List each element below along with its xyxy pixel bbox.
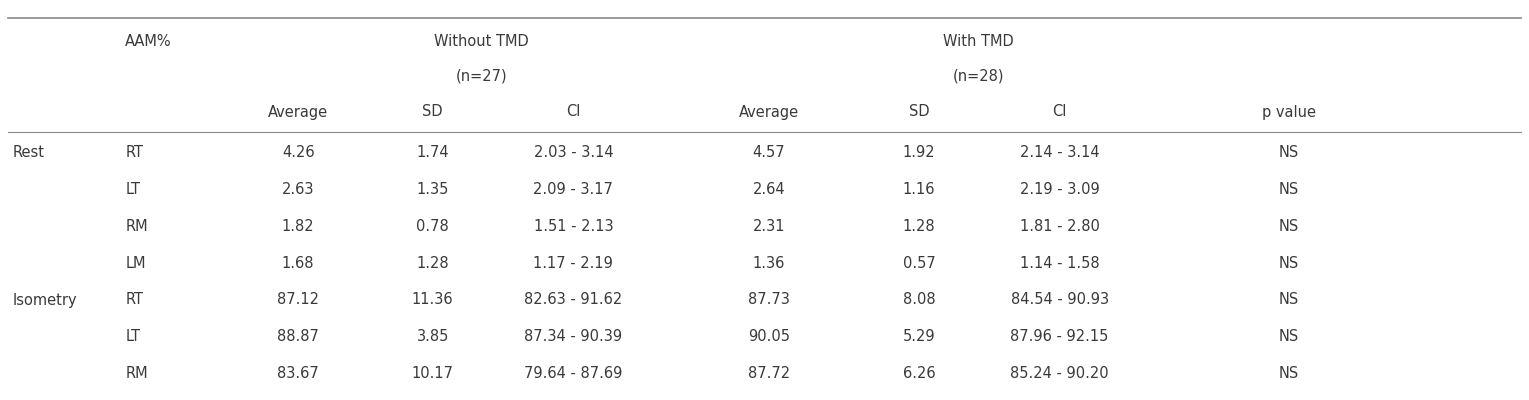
Text: 1.82: 1.82 [281,219,315,234]
Text: 1.14 - 1.58: 1.14 - 1.58 [1020,256,1099,271]
Text: p value: p value [1261,104,1316,120]
Text: Average: Average [268,104,329,120]
Text: 2.09 - 3.17: 2.09 - 3.17 [534,182,613,197]
Text: With TMD: With TMD [943,34,1014,50]
Text: NS: NS [1278,182,1300,197]
Text: 90.05: 90.05 [748,329,790,344]
Text: 84.54 - 90.93: 84.54 - 90.93 [1011,292,1109,308]
Text: 4.26: 4.26 [281,145,315,160]
Text: 10.17: 10.17 [411,366,454,381]
Text: CI: CI [566,104,581,120]
Text: 85.24 - 90.20: 85.24 - 90.20 [1011,366,1109,381]
Text: RT: RT [125,292,144,308]
Text: 5.29: 5.29 [902,329,936,344]
Text: Isometry: Isometry [12,292,76,308]
Text: 87.72: 87.72 [748,366,790,381]
Text: SD: SD [908,104,930,120]
Text: 2.03 - 3.14: 2.03 - 3.14 [534,145,613,160]
Text: Without TMD: Without TMD [434,34,529,50]
Text: 6.26: 6.26 [902,366,936,381]
Text: SD: SD [422,104,443,120]
Text: 87.73: 87.73 [748,292,790,308]
Text: 1.35: 1.35 [416,182,450,197]
Text: AAM%: AAM% [125,34,171,50]
Text: (n=27): (n=27) [456,68,508,84]
Text: 2.63: 2.63 [281,182,315,197]
Text: NS: NS [1278,366,1300,381]
Text: 2.14 - 3.14: 2.14 - 3.14 [1020,145,1099,160]
Text: NS: NS [1278,329,1300,344]
Text: 82.63 - 91.62: 82.63 - 91.62 [524,292,622,308]
Text: 2.31: 2.31 [752,219,786,234]
Text: 1.74: 1.74 [416,145,450,160]
Text: 2.64: 2.64 [752,182,786,197]
Text: LM: LM [125,256,145,271]
Text: 1.68: 1.68 [281,256,315,271]
Text: 1.81 - 2.80: 1.81 - 2.80 [1020,219,1099,234]
Text: RT: RT [125,145,144,160]
Text: 87.12: 87.12 [277,292,320,308]
Text: 83.67: 83.67 [277,366,320,381]
Text: 1.92: 1.92 [902,145,936,160]
Text: 3.85: 3.85 [416,329,450,344]
Text: 4.57: 4.57 [752,145,786,160]
Text: 2.19 - 3.09: 2.19 - 3.09 [1020,182,1099,197]
Text: 1.51 - 2.13: 1.51 - 2.13 [534,219,613,234]
Text: 1.28: 1.28 [416,256,450,271]
Text: 87.34 - 90.39: 87.34 - 90.39 [524,329,622,344]
Text: NS: NS [1278,256,1300,271]
Text: 8.08: 8.08 [902,292,936,308]
Text: Rest: Rest [12,145,44,160]
Text: 1.17 - 2.19: 1.17 - 2.19 [534,256,613,271]
Text: 1.28: 1.28 [902,219,936,234]
Text: (n=28): (n=28) [953,68,1005,84]
Text: NS: NS [1278,145,1300,160]
Text: NS: NS [1278,292,1300,308]
Text: 79.64 - 87.69: 79.64 - 87.69 [524,366,622,381]
Text: RM: RM [125,366,148,381]
Text: RM: RM [125,219,148,234]
Text: 11.36: 11.36 [411,292,454,308]
Text: LT: LT [125,182,141,197]
Text: CI: CI [1052,104,1067,120]
Text: 0.78: 0.78 [416,219,450,234]
Text: 0.57: 0.57 [902,256,936,271]
Text: LT: LT [125,329,141,344]
Text: Average: Average [739,104,800,120]
Text: NS: NS [1278,219,1300,234]
Text: 1.16: 1.16 [902,182,936,197]
Text: 87.96 - 92.15: 87.96 - 92.15 [1011,329,1109,344]
Text: 1.36: 1.36 [752,256,786,271]
Text: 88.87: 88.87 [277,329,320,344]
